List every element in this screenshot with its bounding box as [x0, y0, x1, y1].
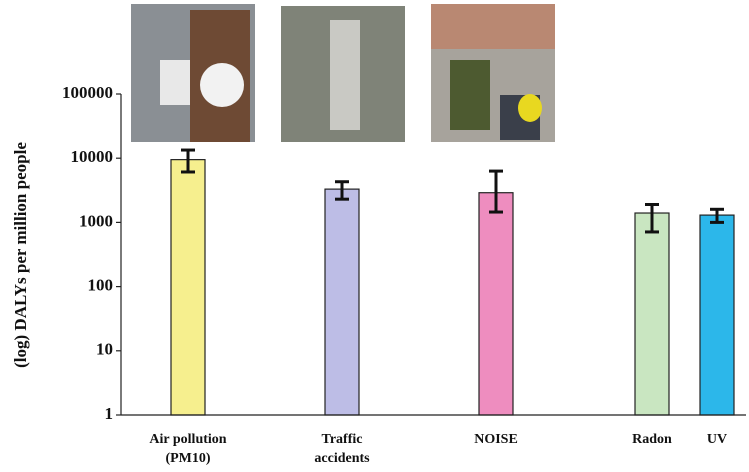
y-axis-label: (log) DALYs per million people	[11, 142, 30, 368]
bar	[324, 188, 360, 416]
error-bar	[181, 148, 195, 174]
photo-detail	[431, 4, 555, 49]
y-tick-label: 100	[88, 276, 114, 295]
error-bar	[335, 180, 349, 201]
y-tick-label: 10	[96, 340, 113, 359]
photo-detail	[200, 63, 244, 107]
y-tick-label: 100000	[62, 83, 113, 102]
error-bar	[645, 203, 659, 234]
bar	[478, 192, 514, 416]
photo-detail	[450, 60, 490, 130]
bar	[170, 159, 206, 416]
x-tick-label: UV	[706, 432, 728, 447]
photo-detail	[518, 94, 542, 122]
bar	[699, 214, 735, 416]
error-bar	[489, 169, 503, 214]
x-tick-label: Traffic accidents	[314, 432, 370, 466]
y-tick-label: 1000	[79, 211, 113, 230]
x-tick-label: Air pollution (PM10)	[149, 432, 227, 466]
error-bar	[710, 207, 724, 224]
photos	[131, 4, 555, 142]
photo-detail	[330, 20, 360, 130]
y-tick-label: 10000	[71, 147, 114, 166]
bar	[634, 212, 670, 416]
y-tick-label: 1	[105, 404, 114, 423]
x-tick-label: Radon	[632, 432, 672, 447]
x-tick-label: NOISE	[474, 432, 518, 447]
